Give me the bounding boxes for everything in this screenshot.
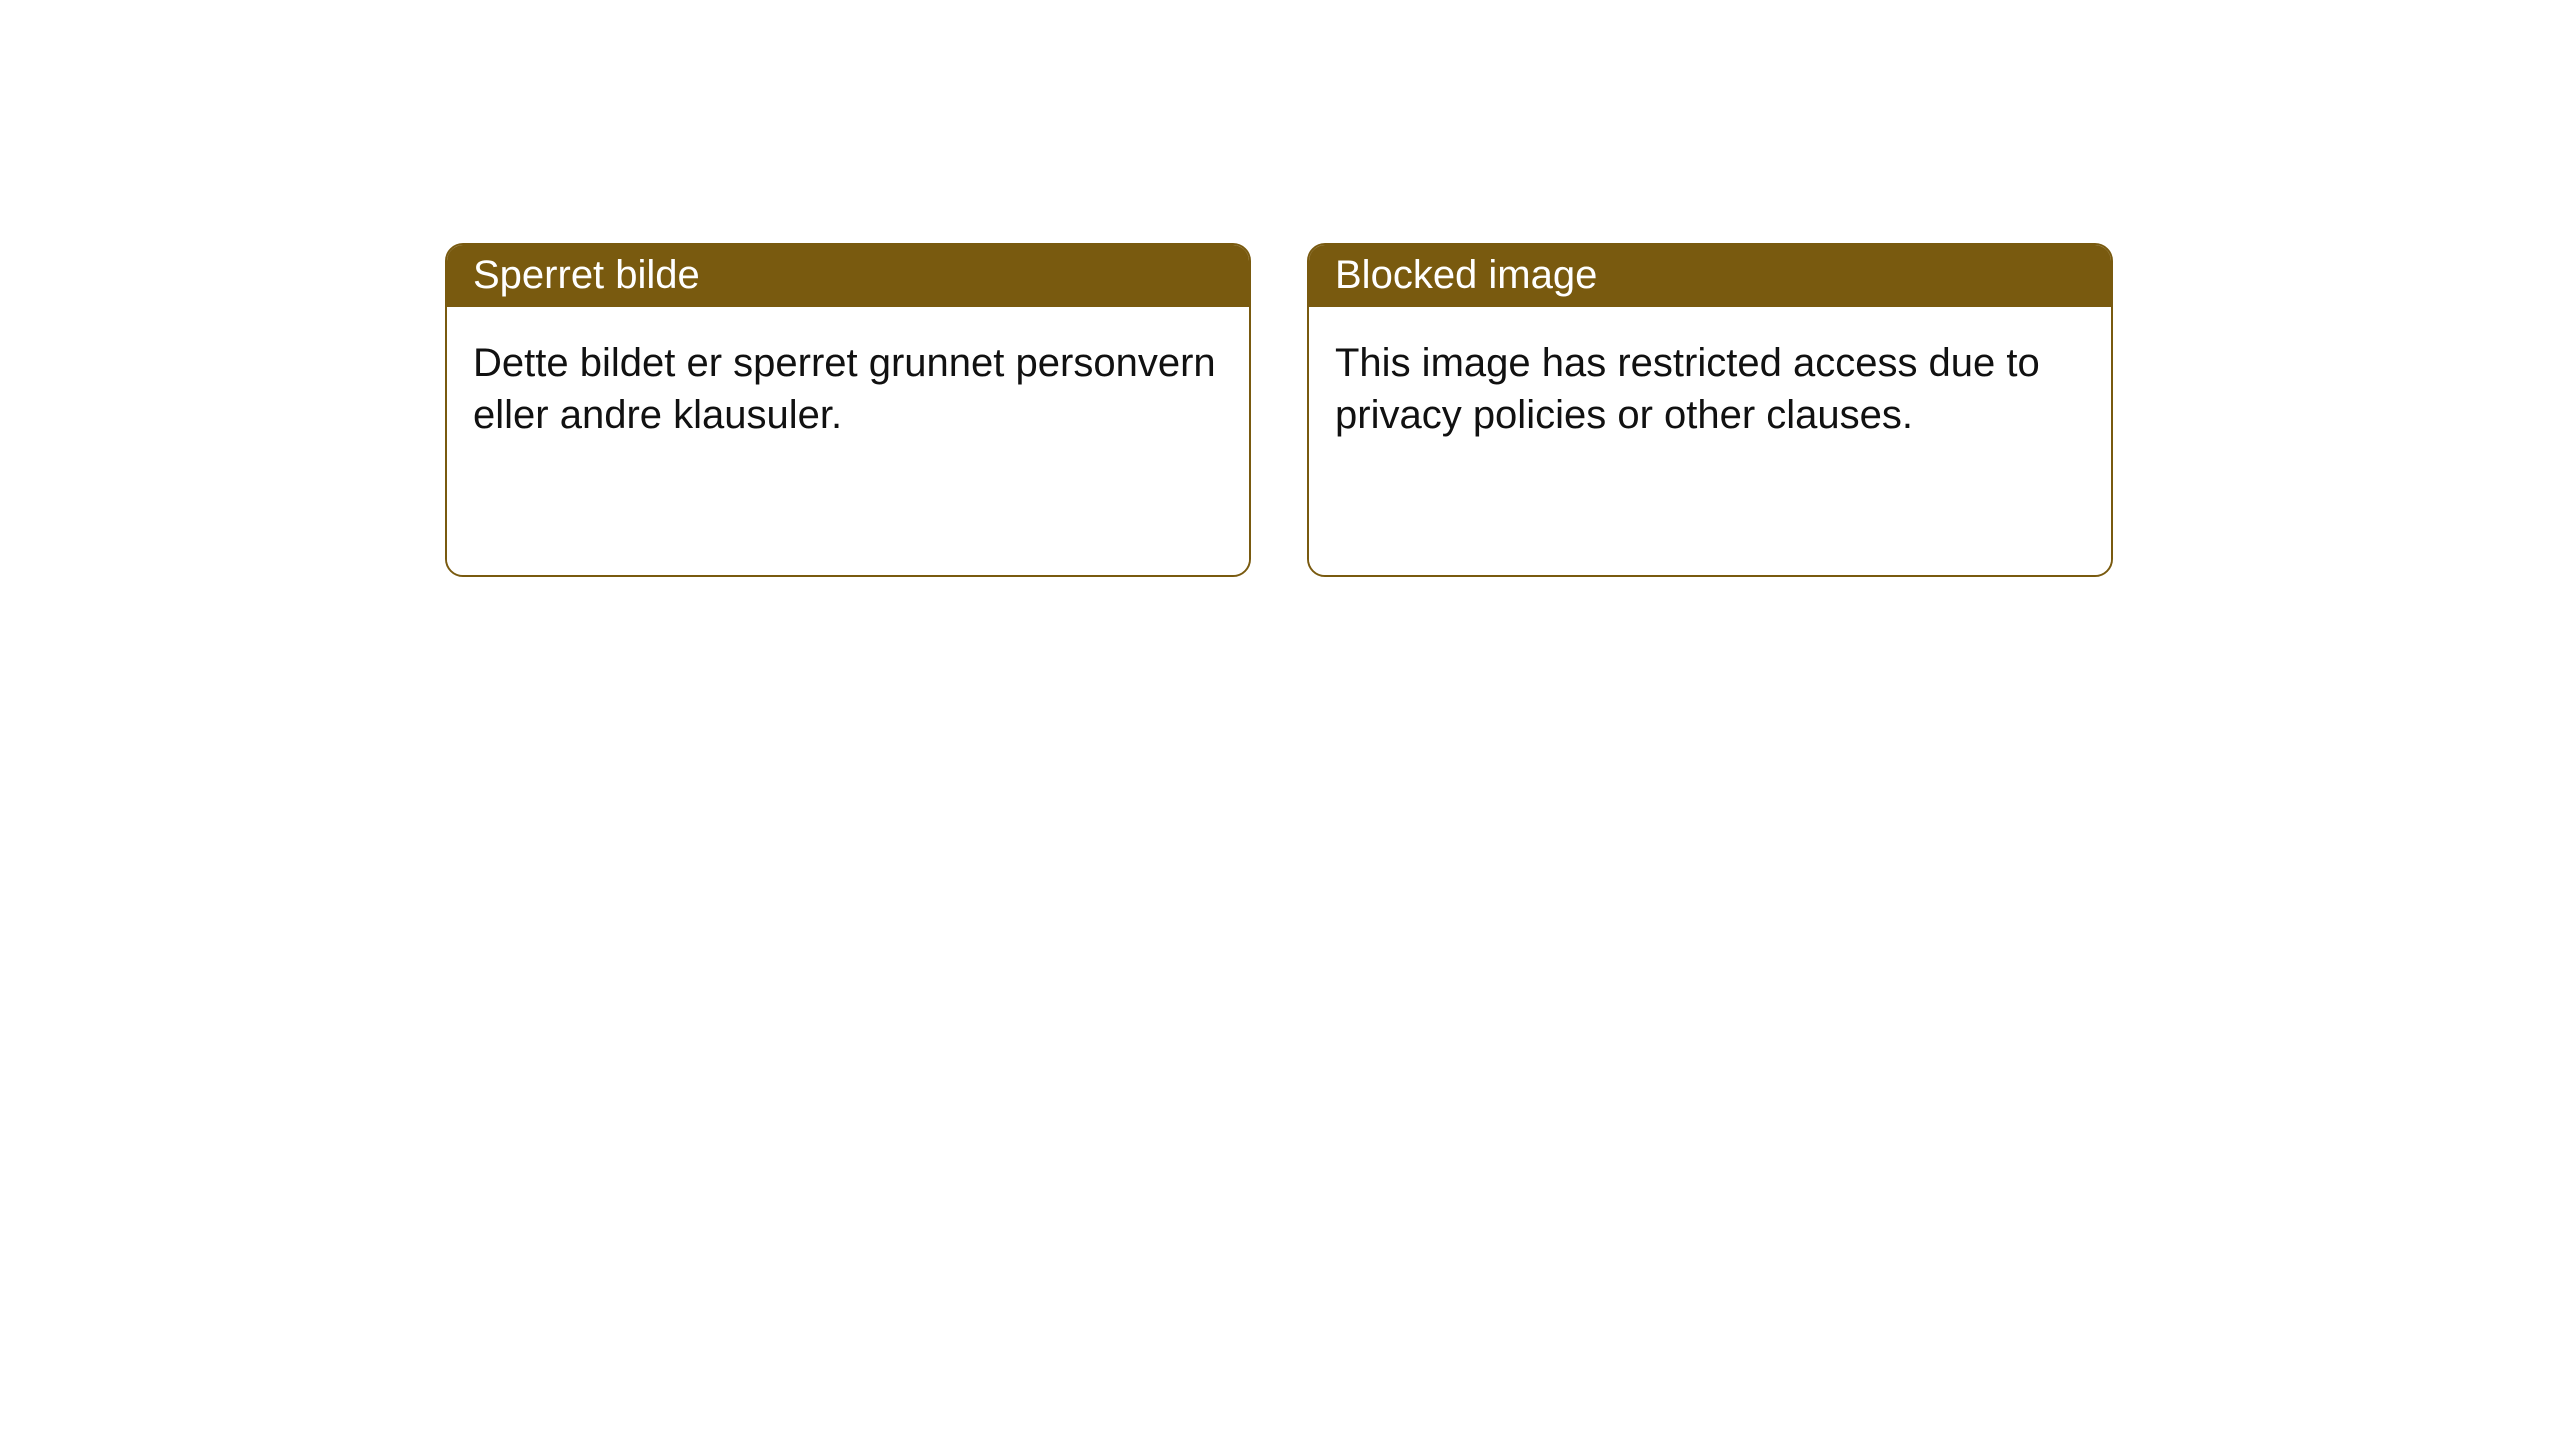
notice-card-en: Blocked image This image has restricted … xyxy=(1307,243,2113,577)
notice-card-no: Sperret bilde Dette bildet er sperret gr… xyxy=(445,243,1251,577)
notice-card-body: This image has restricted access due to … xyxy=(1309,307,2111,575)
notice-card-title: Sperret bilde xyxy=(447,245,1249,307)
notice-card-title: Blocked image xyxy=(1309,245,2111,307)
notice-card-body: Dette bildet er sperret grunnet personve… xyxy=(447,307,1249,575)
notice-container: Sperret bilde Dette bildet er sperret gr… xyxy=(0,0,2560,577)
